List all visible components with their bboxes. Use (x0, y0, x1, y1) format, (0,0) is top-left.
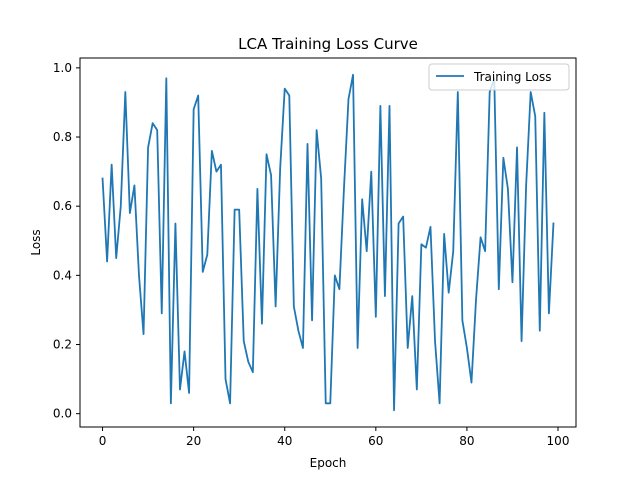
x-axis-ticks: 0 20 40 60 80 100 (99, 427, 570, 448)
legend-box (428, 63, 570, 91)
y-tick-label: 1.0 (53, 61, 72, 75)
legend-label-training-loss: Training Loss (473, 70, 551, 84)
y-axis-label: Loss (29, 229, 43, 255)
x-tick-label: 80 (459, 434, 474, 448)
y-tick-label: 0.6 (53, 199, 72, 213)
y-axis-ticks: 0.0 0.2 0.4 0.6 0.8 1.0 (53, 61, 80, 421)
legend: Training Loss (428, 63, 570, 91)
chart-title: LCA Training Loss Curve (238, 35, 418, 53)
x-tick-label: 60 (368, 434, 383, 448)
x-tick-label: 0 (99, 434, 107, 448)
axes-frame (79, 57, 577, 428)
y-tick-label: 0.0 (53, 407, 72, 421)
x-tick-label: 20 (186, 434, 201, 448)
plot-area (101, 73, 555, 412)
x-tick-label: 40 (277, 434, 292, 448)
y-tick-label: 0.8 (53, 130, 72, 144)
x-axis-label: Epoch (310, 456, 347, 470)
x-tick-label: 100 (547, 434, 570, 448)
y-tick-label: 0.4 (53, 268, 72, 282)
series-line-training-loss (101, 73, 555, 412)
y-tick-label: 0.2 (53, 338, 72, 352)
